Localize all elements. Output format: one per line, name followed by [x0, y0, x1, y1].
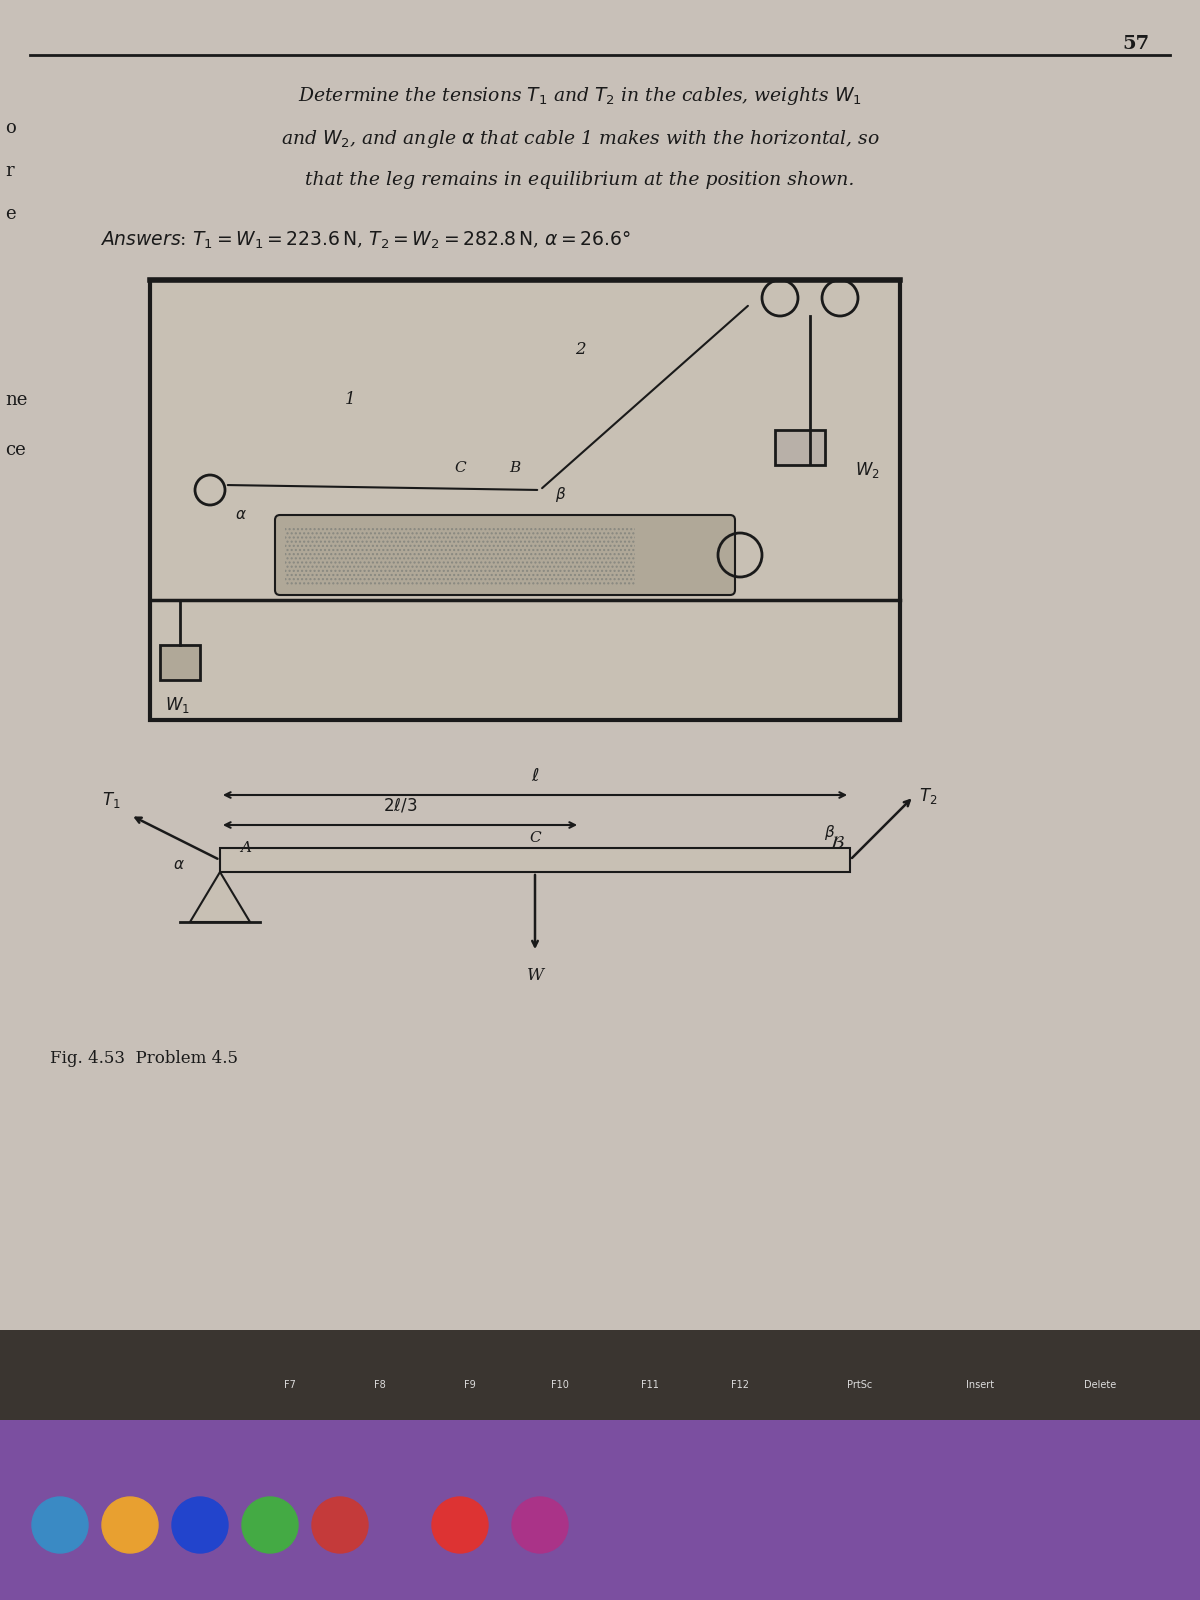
Text: $\mathcal{B}$: $\mathcal{B}$	[830, 834, 845, 851]
Text: 1: 1	[344, 392, 355, 408]
Text: C: C	[529, 830, 541, 845]
Polygon shape	[190, 872, 250, 922]
Text: Determine the tensions $T_1$ and $T_2$ in the cables, weights $W_1$: Determine the tensions $T_1$ and $T_2$ i…	[298, 85, 862, 107]
Text: ce: ce	[5, 442, 25, 459]
Text: $\alpha$: $\alpha$	[235, 509, 247, 522]
Text: F7: F7	[284, 1379, 296, 1390]
Circle shape	[32, 1498, 88, 1554]
Bar	[775, 430, 826, 466]
Text: $T_2$: $T_2$	[919, 786, 937, 806]
Text: and $W_2$, and angle $\alpha$ that cable 1 makes with the horizontal, so: and $W_2$, and angle $\alpha$ that cable…	[281, 128, 880, 150]
Circle shape	[102, 1498, 158, 1554]
Text: C: C	[454, 461, 466, 475]
Text: F9: F9	[464, 1379, 476, 1390]
Text: $\beta$: $\beta$	[823, 822, 835, 842]
Text: $\it{Answers}$: $T_1 = W_1 = 223.6\,\mathrm{N}$, $T_2 = W_2 = 282.8\,\mathrm{N}$: $\it{Answers}$: $T_1 = W_1 = 223.6\,\mat…	[100, 230, 631, 251]
Text: F11: F11	[641, 1379, 659, 1390]
Text: F10: F10	[551, 1379, 569, 1390]
Circle shape	[512, 1498, 568, 1554]
Bar	[220, 848, 850, 872]
Text: $\beta$: $\beta$	[554, 485, 566, 504]
Text: B: B	[509, 461, 521, 475]
Circle shape	[242, 1498, 298, 1554]
Text: $W_1$: $W_1$	[166, 694, 190, 715]
Text: 57: 57	[1123, 35, 1150, 53]
Text: $\alpha$: $\alpha$	[173, 858, 185, 872]
Bar	[0, 1330, 1200, 1421]
Bar	[160, 645, 200, 680]
Text: $2\ell/3$: $2\ell/3$	[383, 797, 418, 814]
Circle shape	[432, 1498, 488, 1554]
Text: $T_1$: $T_1$	[102, 790, 120, 810]
Text: that the leg remains in equilibrium at the position shown.: that the leg remains in equilibrium at t…	[305, 171, 854, 189]
Circle shape	[312, 1498, 368, 1554]
Text: W: W	[527, 966, 544, 984]
Text: r: r	[5, 162, 13, 179]
Circle shape	[172, 1498, 228, 1554]
Bar	[0, 1421, 1200, 1600]
Text: F12: F12	[731, 1379, 749, 1390]
Text: Delete: Delete	[1084, 1379, 1116, 1390]
FancyBboxPatch shape	[275, 515, 734, 595]
Text: o: o	[5, 118, 16, 138]
Text: PrtSc: PrtSc	[847, 1379, 872, 1390]
Text: 2: 2	[575, 341, 586, 358]
Text: Insert: Insert	[966, 1379, 994, 1390]
Text: $\ell$: $\ell$	[530, 766, 539, 786]
Text: Fig. 4.53  Problem 4.5: Fig. 4.53 Problem 4.5	[50, 1050, 238, 1067]
Bar	[150, 280, 900, 720]
Text: e: e	[5, 205, 16, 222]
Text: F8: F8	[374, 1379, 386, 1390]
Text: ne: ne	[5, 390, 28, 410]
Text: A: A	[240, 842, 251, 854]
Text: $W_2$: $W_2$	[856, 461, 880, 480]
Bar	[286, 526, 635, 586]
